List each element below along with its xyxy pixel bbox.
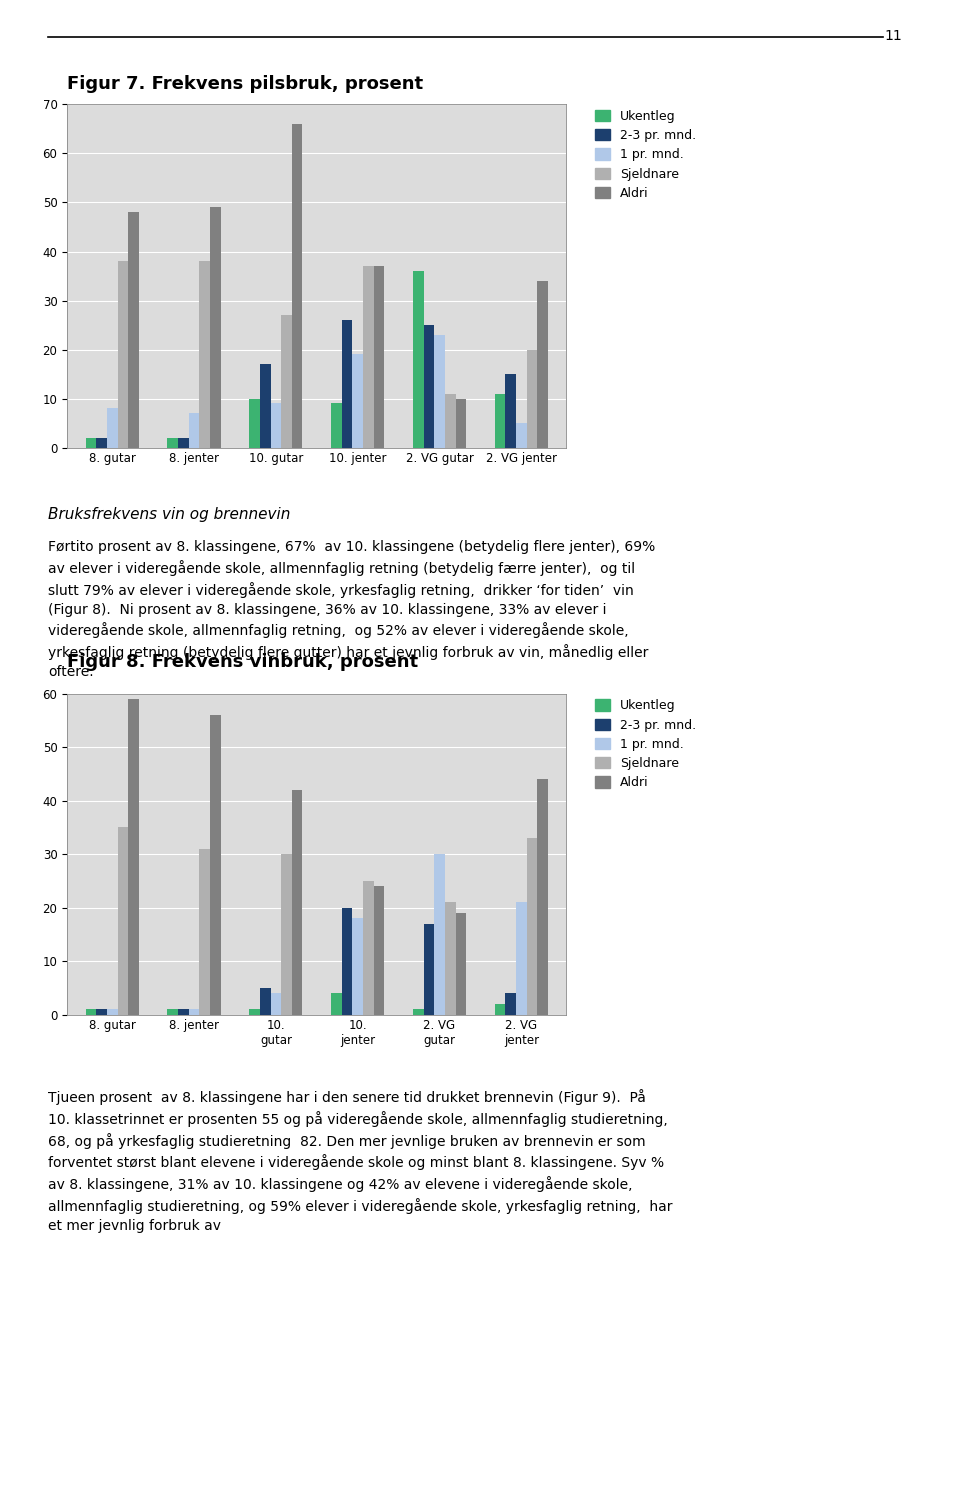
Bar [444,394,455,448]
Bar [434,853,444,1015]
Bar [107,409,117,448]
Bar [210,207,221,448]
Bar [494,394,505,448]
Bar [281,853,292,1015]
Bar [423,924,434,1015]
Bar [527,349,538,448]
Bar [331,994,342,1015]
Bar [505,374,516,448]
Bar [260,364,271,448]
Bar [85,437,96,448]
Bar [129,700,139,1015]
Bar [271,994,281,1015]
Bar [271,403,281,448]
Bar [538,779,548,1015]
Bar [455,398,467,448]
Bar [413,1009,423,1015]
Bar [179,437,189,448]
Bar [373,886,384,1015]
Text: Førtito prosent av 8. klassingene, 67%  av 10. klassingene (betydelig flere jent: Førtito prosent av 8. klassingene, 67% a… [48,540,656,679]
Bar [117,261,129,448]
Bar [281,315,292,448]
Text: Figur 8. Frekvens vinbruk, prosent: Figur 8. Frekvens vinbruk, prosent [67,653,419,671]
Bar [455,913,467,1015]
Bar [538,280,548,448]
Text: Tjueen prosent  av 8. klassingene har i den senere tid drukket brennevin (Figur : Tjueen prosent av 8. klassingene har i d… [48,1089,673,1232]
Bar [129,212,139,448]
Bar [413,272,423,448]
Text: Bruksfrekvens vin og brennevin: Bruksfrekvens vin og brennevin [48,507,290,522]
Bar [423,325,434,448]
Bar [363,880,373,1015]
Bar [352,355,363,448]
Bar [189,413,200,448]
Bar [210,715,221,1015]
Bar [373,266,384,448]
Bar [200,849,210,1015]
Bar [189,1009,200,1015]
Bar [516,903,527,1015]
Bar [342,321,352,448]
Bar [527,839,538,1015]
Bar [505,994,516,1015]
Legend: Ukentleg, 2-3 pr. mnd., 1 pr. mnd., Sjeldnare, Aldri: Ukentleg, 2-3 pr. mnd., 1 pr. mnd., Sjel… [592,697,699,792]
Bar [516,424,527,448]
Bar [117,828,129,1015]
Bar [250,398,260,448]
Bar [260,988,271,1015]
Bar [250,1009,260,1015]
Bar [434,334,444,448]
Bar [200,261,210,448]
Bar [167,1009,179,1015]
Legend: Ukentleg, 2-3 pr. mnd., 1 pr. mnd., Sjeldnare, Aldri: Ukentleg, 2-3 pr. mnd., 1 pr. mnd., Sjel… [592,107,699,203]
Bar [444,903,455,1015]
Bar [342,907,352,1015]
Bar [494,1004,505,1015]
Bar [167,437,179,448]
Bar [352,918,363,1015]
Bar [363,266,373,448]
Text: 11: 11 [885,28,902,43]
Text: Figur 7. Frekvens pilsbruk, prosent: Figur 7. Frekvens pilsbruk, prosent [67,75,423,93]
Bar [96,437,107,448]
Bar [331,403,342,448]
Bar [292,791,302,1015]
Bar [179,1009,189,1015]
Bar [292,124,302,448]
Bar [107,1009,117,1015]
Bar [85,1009,96,1015]
Bar [96,1009,107,1015]
